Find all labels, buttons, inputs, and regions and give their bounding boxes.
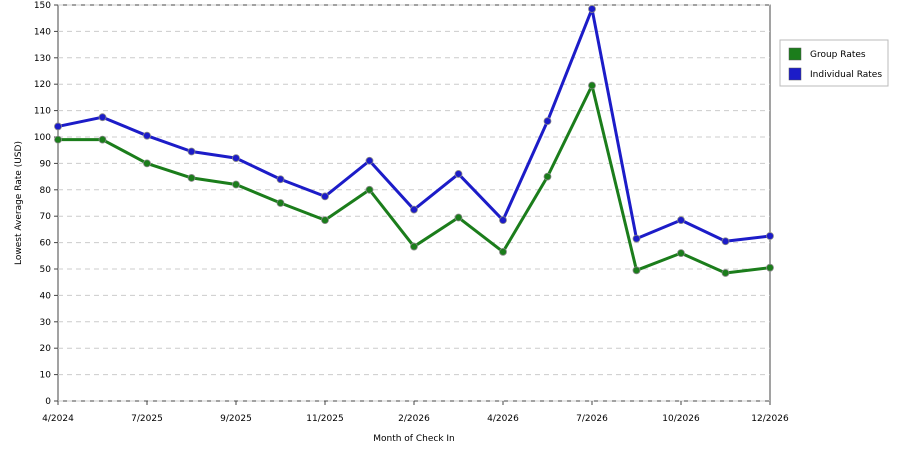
data-point bbox=[766, 263, 774, 272]
data-point bbox=[276, 199, 285, 207]
data-point bbox=[410, 242, 418, 251]
y-tick-label: 150 bbox=[34, 1, 51, 11]
data-point bbox=[98, 113, 107, 122]
data-point bbox=[232, 154, 240, 163]
data-point bbox=[721, 269, 730, 277]
legend-label: Individual Rates bbox=[810, 70, 882, 80]
data-point bbox=[677, 216, 685, 225]
data-point bbox=[187, 174, 196, 182]
data-point bbox=[543, 172, 552, 181]
data-point bbox=[365, 156, 374, 165]
y-tick-label: 70 bbox=[40, 212, 52, 222]
x-tick-label: 12/2026 bbox=[751, 414, 789, 424]
data-point bbox=[721, 237, 730, 246]
y-tick-label: 50 bbox=[40, 265, 52, 275]
x-axis-label: Month of Check In bbox=[373, 434, 455, 444]
data-point bbox=[365, 185, 374, 194]
y-tick-label: 30 bbox=[40, 318, 52, 328]
data-point bbox=[143, 131, 151, 140]
x-tick-label: 4/2026 bbox=[487, 414, 519, 424]
data-point bbox=[187, 147, 196, 156]
data-point bbox=[54, 135, 62, 144]
data-point bbox=[632, 266, 641, 275]
data-point bbox=[677, 249, 685, 258]
y-tick-label: 10 bbox=[40, 371, 52, 381]
data-point bbox=[98, 135, 107, 144]
y-tick-label: 20 bbox=[40, 344, 52, 354]
data-point bbox=[321, 192, 329, 201]
x-tick-label: 9/2025 bbox=[220, 414, 252, 424]
y-tick-label: 140 bbox=[34, 27, 51, 37]
data-point bbox=[543, 117, 552, 126]
data-point bbox=[143, 159, 151, 168]
data-point bbox=[588, 81, 596, 90]
x-tick-label: 2/2026 bbox=[398, 414, 430, 424]
data-point bbox=[454, 213, 463, 222]
data-point bbox=[321, 216, 329, 225]
x-tick-label: 4/2024 bbox=[42, 414, 74, 424]
data-point bbox=[410, 205, 418, 214]
data-point bbox=[499, 247, 507, 256]
y-tick-label: 120 bbox=[34, 80, 51, 90]
y-axis-label: Lowest Average Rate (USD) bbox=[14, 141, 24, 265]
data-point bbox=[766, 232, 774, 240]
y-tick-label: 0 bbox=[45, 397, 51, 407]
y-tick-label: 130 bbox=[34, 54, 51, 64]
legend-swatch bbox=[788, 67, 802, 81]
data-point bbox=[632, 234, 641, 243]
plot-frame bbox=[57, 4, 771, 402]
y-tick-label: 80 bbox=[40, 186, 52, 196]
legend-swatch bbox=[788, 47, 802, 61]
x-tick-label: 10/2026 bbox=[662, 414, 700, 424]
data-point bbox=[454, 170, 463, 178]
y-tick-label: 110 bbox=[34, 107, 51, 117]
data-point bbox=[232, 180, 240, 189]
data-point bbox=[276, 175, 285, 184]
y-tick-label: 40 bbox=[40, 291, 52, 301]
y-tick-label: 100 bbox=[34, 133, 51, 143]
data-point bbox=[588, 5, 596, 13]
data-point bbox=[54, 122, 62, 131]
x-tick-label: 7/2026 bbox=[576, 414, 608, 424]
legend-label: Group Rates bbox=[810, 50, 866, 60]
x-tick-label: 7/2025 bbox=[131, 414, 163, 424]
x-tick-label: 11/2025 bbox=[306, 414, 343, 424]
y-tick-label: 60 bbox=[40, 239, 52, 249]
y-tick-label: 90 bbox=[40, 159, 52, 169]
data-point bbox=[499, 216, 507, 225]
